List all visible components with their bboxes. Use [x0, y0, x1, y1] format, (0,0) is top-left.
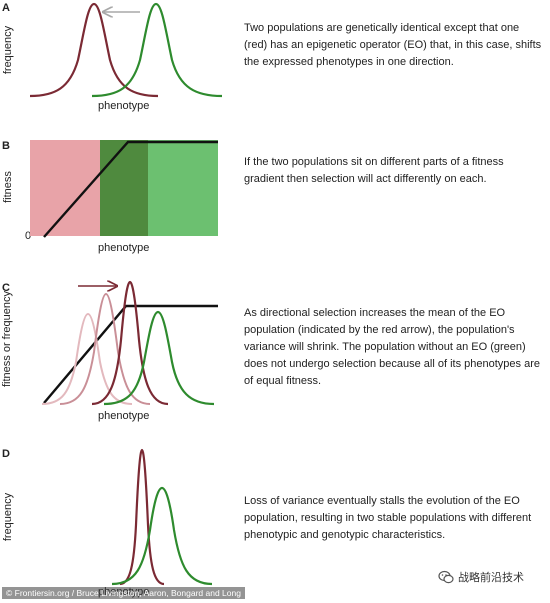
- panel-b-description: If the two populations sit on different …: [244, 156, 504, 185]
- panel-b-graphic: [30, 140, 218, 238]
- panel-d-letter: D: [2, 448, 10, 460]
- panel-b-letter: B: [2, 140, 10, 152]
- wechat-icon: [438, 570, 454, 584]
- panel-c-green-curve: [103, 310, 215, 406]
- credit-text: © Frontiersin.org / Bruce Livingston, Aa…: [2, 587, 245, 599]
- panel-d-graphic: [111, 448, 213, 586]
- panel-a-graphic: [29, 2, 223, 98]
- panel-a-description: Two populations are genetically identica…: [244, 22, 542, 68]
- watermark-text: 战略前沿技术: [458, 572, 524, 584]
- panel-c-faded-red-curve-2: [59, 292, 151, 405]
- panel-d-green-curve: [111, 486, 213, 586]
- panel-c-letter: C: [2, 282, 10, 294]
- panel-c-fitness-line: [43, 304, 218, 404]
- panel-c-faded-red-curve-1: [41, 312, 133, 405]
- panel-a-xlabel: phenotype: [98, 100, 150, 112]
- panel-c-xlabel: phenotype: [98, 410, 150, 422]
- watermark: 战略前沿技术: [438, 569, 524, 585]
- panel-b-green-region: [148, 140, 218, 236]
- panel-b-red-region: [30, 140, 100, 236]
- panel-b-overlap-region: [100, 140, 148, 236]
- panel-c-graphic: [41, 280, 218, 406]
- panel-d-red-curve: [119, 448, 165, 586]
- panel-b-xlabel: phenotype: [98, 242, 150, 254]
- panel-c-red-curve: [91, 280, 169, 406]
- panel-d-description: Loss of variance eventually stalls the e…: [244, 495, 532, 541]
- panel-a-green-curve: [91, 2, 223, 98]
- panel-a-letter: A: [2, 2, 10, 14]
- panel-a-red-curve: [29, 2, 159, 98]
- panel-b-zero-label: 0: [25, 230, 32, 242]
- panel-b-fitness-line: [43, 140, 218, 238]
- panel-c-description: As directional selection increases the m…: [244, 307, 540, 387]
